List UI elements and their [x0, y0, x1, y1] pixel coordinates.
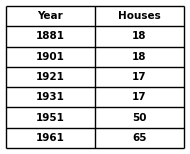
Text: 1901: 1901: [36, 52, 65, 62]
Text: 1931: 1931: [36, 92, 65, 102]
Text: 17: 17: [132, 92, 147, 102]
Text: 1951: 1951: [36, 113, 65, 123]
Text: Houses: Houses: [118, 11, 161, 21]
Text: 50: 50: [132, 113, 147, 123]
Text: 1881: 1881: [36, 31, 65, 41]
Text: 1921: 1921: [36, 72, 65, 82]
Text: 17: 17: [132, 72, 147, 82]
Text: 1961: 1961: [36, 133, 65, 143]
Text: 18: 18: [132, 52, 147, 62]
Text: 18: 18: [132, 31, 147, 41]
Text: Year: Year: [38, 11, 63, 21]
Text: 65: 65: [132, 133, 147, 143]
